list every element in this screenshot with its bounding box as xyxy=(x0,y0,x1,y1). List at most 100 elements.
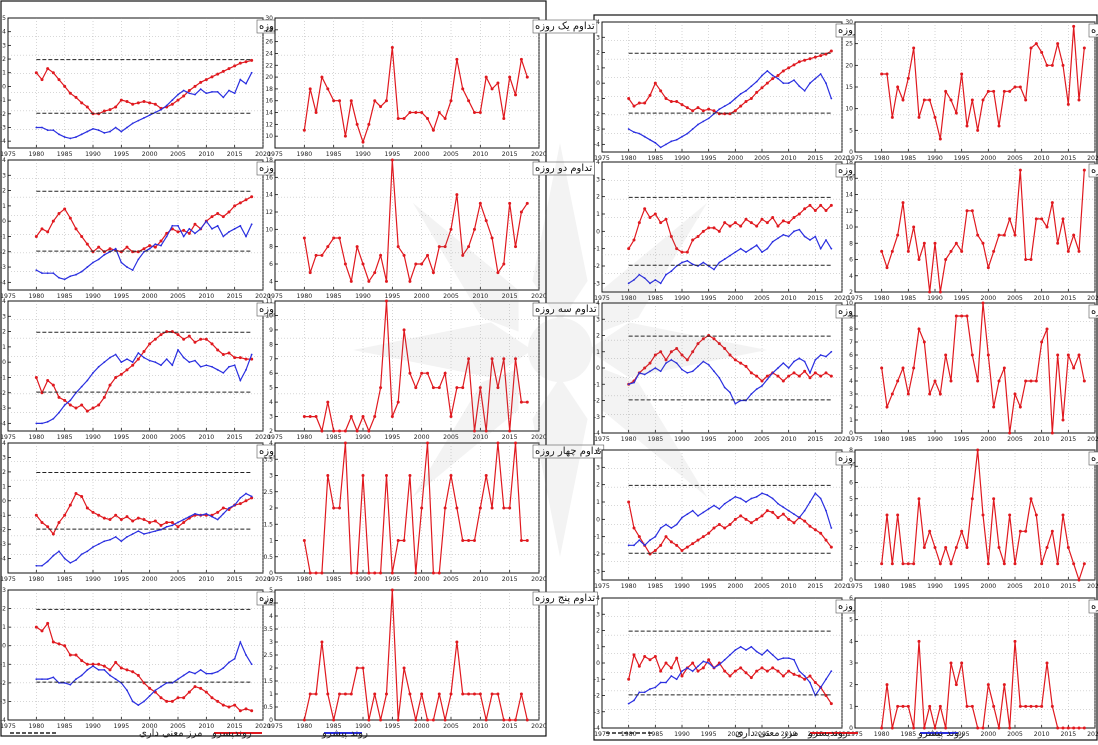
point-progressive xyxy=(233,504,236,507)
x-tick-label: 2010 xyxy=(781,155,797,162)
point-progressive xyxy=(86,130,89,133)
point-retrograde xyxy=(384,99,388,103)
point-progressive xyxy=(58,681,60,684)
point-retrograde xyxy=(787,221,791,225)
point-retrograde xyxy=(74,653,78,657)
point-retrograde xyxy=(643,207,647,211)
point-progressive xyxy=(228,89,230,92)
point-progressive xyxy=(729,254,731,257)
point-retrograde xyxy=(885,513,889,517)
x-tick-label: 1975 xyxy=(594,583,610,590)
point-progressive xyxy=(739,497,742,500)
y-tick-label: 7 xyxy=(849,339,853,346)
point-progressive xyxy=(97,543,100,546)
point-progressive xyxy=(233,364,236,367)
point-retrograde xyxy=(502,718,506,722)
point-retrograde xyxy=(125,515,129,519)
point-progressive xyxy=(137,352,140,354)
point-retrograde xyxy=(467,539,471,542)
point-retrograde xyxy=(976,233,980,237)
point-retrograde xyxy=(85,242,89,246)
point-progressive xyxy=(86,668,89,671)
x-tick-label: 2015 xyxy=(227,293,243,300)
y-tick-label: -2 xyxy=(0,527,6,534)
point-retrograde xyxy=(938,137,942,141)
point-retrograde xyxy=(928,98,932,102)
point-progressive xyxy=(131,361,134,364)
point-retrograde xyxy=(426,371,430,375)
y-tick-label: 30 xyxy=(845,19,853,26)
point-retrograde xyxy=(408,111,412,115)
point-progressive xyxy=(627,383,630,386)
panel-title-box xyxy=(1088,163,1098,178)
point-progressive xyxy=(718,108,721,111)
x-tick-label: 1995 xyxy=(384,151,400,158)
point-retrograde xyxy=(227,210,231,214)
panel-title: تداوم یک روزه xyxy=(1091,25,1098,36)
point-retrograde xyxy=(148,342,152,346)
point-retrograde xyxy=(938,392,942,396)
point-retrograde xyxy=(728,674,732,678)
x-tick-label: 2005 xyxy=(443,723,459,730)
y-tick-label: 2 xyxy=(596,482,600,489)
point-retrograde xyxy=(680,674,684,678)
point-retrograde xyxy=(461,539,465,542)
y-tick-label: 5 xyxy=(2,15,6,22)
x-tick-label: 2020 xyxy=(255,723,271,730)
point-retrograde xyxy=(320,571,324,575)
y-tick-label: 12 xyxy=(845,208,853,215)
point-retrograde xyxy=(343,429,347,433)
point-retrograde xyxy=(187,89,191,93)
point-retrograde xyxy=(390,571,394,575)
x-tick-label: 1980 xyxy=(621,295,637,302)
plot-area xyxy=(7,300,264,432)
y-tick-label: 1 xyxy=(849,417,853,424)
point-retrograde xyxy=(125,668,129,672)
x-tick-label: 1995 xyxy=(701,155,717,162)
point-retrograde xyxy=(514,245,518,249)
point-progressive xyxy=(713,268,715,271)
y-tick-label: -1 xyxy=(0,374,6,381)
point-retrograde xyxy=(1066,726,1070,730)
point-retrograde xyxy=(320,429,324,433)
x-tick-label: 2020 xyxy=(531,576,547,583)
point-retrograde xyxy=(332,429,336,433)
point-progressive xyxy=(659,370,662,373)
x-tick-label: 1985 xyxy=(57,576,73,583)
point-progressive xyxy=(670,140,673,143)
point-retrograde xyxy=(51,640,55,644)
point-retrograde xyxy=(250,496,254,500)
point-retrograde xyxy=(108,247,112,251)
point-retrograde xyxy=(455,506,459,510)
point-progressive xyxy=(216,518,219,521)
point-retrograde xyxy=(396,245,400,249)
point-progressive xyxy=(182,235,185,238)
point-progressive xyxy=(825,82,827,85)
x-tick-label: 2015 xyxy=(807,436,823,443)
point-progressive xyxy=(143,116,145,119)
y-tick-label: 4 xyxy=(2,298,6,305)
y-tick-label: -4 xyxy=(594,725,600,732)
point-progressive xyxy=(713,504,715,507)
point-progressive xyxy=(681,516,683,519)
y-tick-label: 5 xyxy=(849,365,853,372)
point-progressive xyxy=(233,227,236,230)
point-retrograde xyxy=(408,692,412,696)
point-retrograde xyxy=(760,86,764,90)
point-retrograde xyxy=(131,363,135,367)
x-tick-label: 2020 xyxy=(531,293,547,300)
point-progressive xyxy=(803,89,806,92)
point-retrograde xyxy=(114,513,118,517)
y-tick-label: 1 xyxy=(2,344,6,351)
point-progressive xyxy=(177,349,179,351)
point-retrograde xyxy=(148,520,152,524)
point-progressive xyxy=(830,670,833,673)
point-progressive xyxy=(205,512,208,515)
point-retrograde xyxy=(40,629,44,633)
point-progressive xyxy=(63,136,66,138)
point-retrograde xyxy=(813,55,817,59)
x-tick-label: 2005 xyxy=(170,723,186,730)
point-progressive xyxy=(782,657,785,660)
